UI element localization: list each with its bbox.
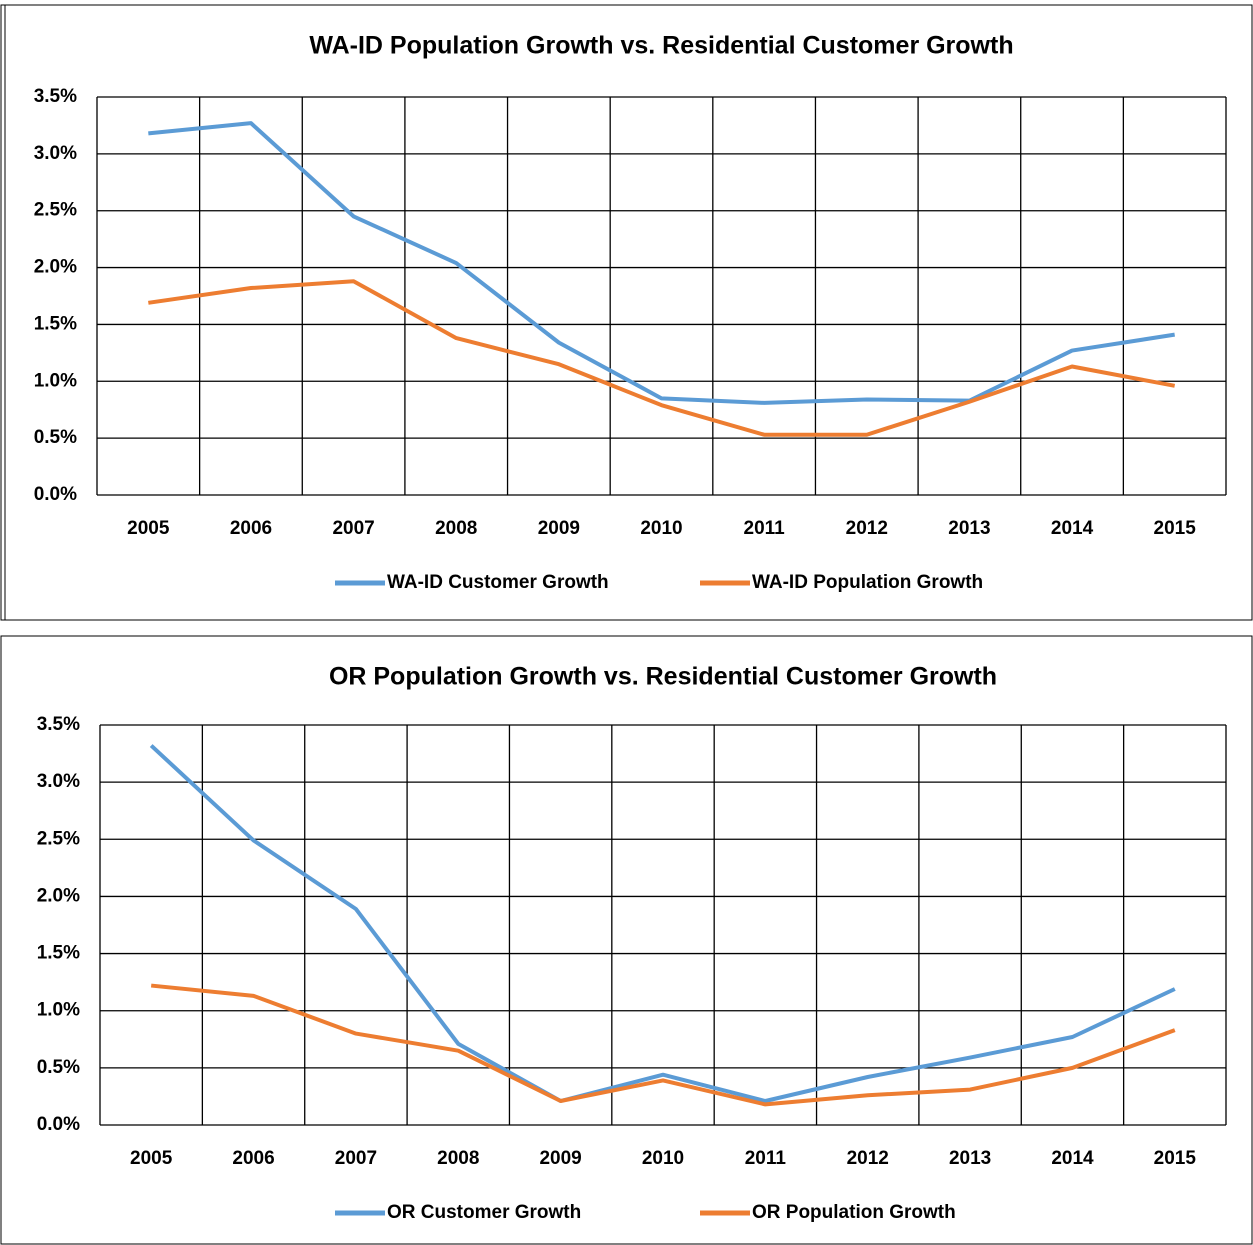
x-tick-label: 2009 — [538, 518, 580, 539]
x-tick-label: 2005 — [130, 1148, 173, 1169]
y-tick-label: 0.5% — [34, 427, 77, 448]
series-line — [148, 279, 1176, 437]
y-tick-label: 1.0% — [34, 370, 77, 391]
y-tick-label: 0.0% — [34, 484, 77, 505]
x-tick-label: 2010 — [642, 1148, 684, 1169]
y-tick-label: 3.0% — [37, 771, 80, 792]
y-tick-label: 3.0% — [34, 143, 77, 164]
x-tick-label: 2007 — [332, 518, 374, 539]
x-tick-label: 2013 — [948, 518, 990, 539]
x-tick-label: 2015 — [1154, 518, 1197, 539]
x-tick-label: 2008 — [437, 1148, 479, 1169]
legend-label: OR Customer Growth — [387, 1202, 581, 1223]
legend-label: OR Population Growth — [752, 1202, 956, 1223]
x-tick-label: 2009 — [539, 1148, 581, 1169]
x-tick-label: 2011 — [744, 518, 786, 539]
chart-title: OR Population Growth vs. Residential Cus… — [329, 663, 997, 691]
legend-label: WA-ID Customer Growth — [387, 572, 609, 593]
x-tick-label: 2015 — [1154, 1148, 1197, 1169]
chart-title: WA-ID Population Growth vs. Residential … — [309, 32, 1013, 60]
x-tick-label: 2012 — [847, 1148, 889, 1169]
y-tick-label: 3.5% — [34, 86, 77, 107]
y-tick-label: 2.5% — [37, 828, 80, 849]
y-tick-label: 1.5% — [37, 943, 80, 964]
x-tick-label: 2007 — [335, 1148, 377, 1169]
x-tick-label: 2008 — [435, 518, 477, 539]
series-line — [150, 983, 1176, 1107]
chart-frame — [0, 635, 1253, 1245]
legend-label: WA-ID Population Growth — [752, 572, 983, 593]
x-tick-label: 2014 — [1051, 518, 1094, 539]
y-tick-label: 1.0% — [37, 1000, 80, 1021]
series-line — [148, 121, 1175, 405]
y-tick-label: 2.5% — [34, 200, 77, 221]
series-line — [149, 744, 1176, 1103]
y-tick-label: 3.5% — [37, 714, 80, 735]
y-tick-label: 2.0% — [34, 257, 77, 278]
y-tick-label: 2.0% — [37, 885, 80, 906]
y-tick-label: 1.5% — [34, 313, 77, 334]
x-tick-label: 2012 — [846, 518, 888, 539]
x-tick-label: 2013 — [949, 1148, 991, 1169]
x-tick-label: 2011 — [745, 1148, 787, 1169]
x-tick-label: 2010 — [640, 518, 682, 539]
y-tick-label: 0.5% — [37, 1057, 80, 1078]
chart-frame — [0, 4, 1253, 621]
y-tick-label: 0.0% — [37, 1114, 80, 1135]
x-tick-label: 2014 — [1051, 1148, 1094, 1169]
x-tick-label: 2006 — [232, 1148, 274, 1169]
x-tick-label: 2006 — [230, 518, 272, 539]
x-tick-label: 2005 — [127, 518, 170, 539]
